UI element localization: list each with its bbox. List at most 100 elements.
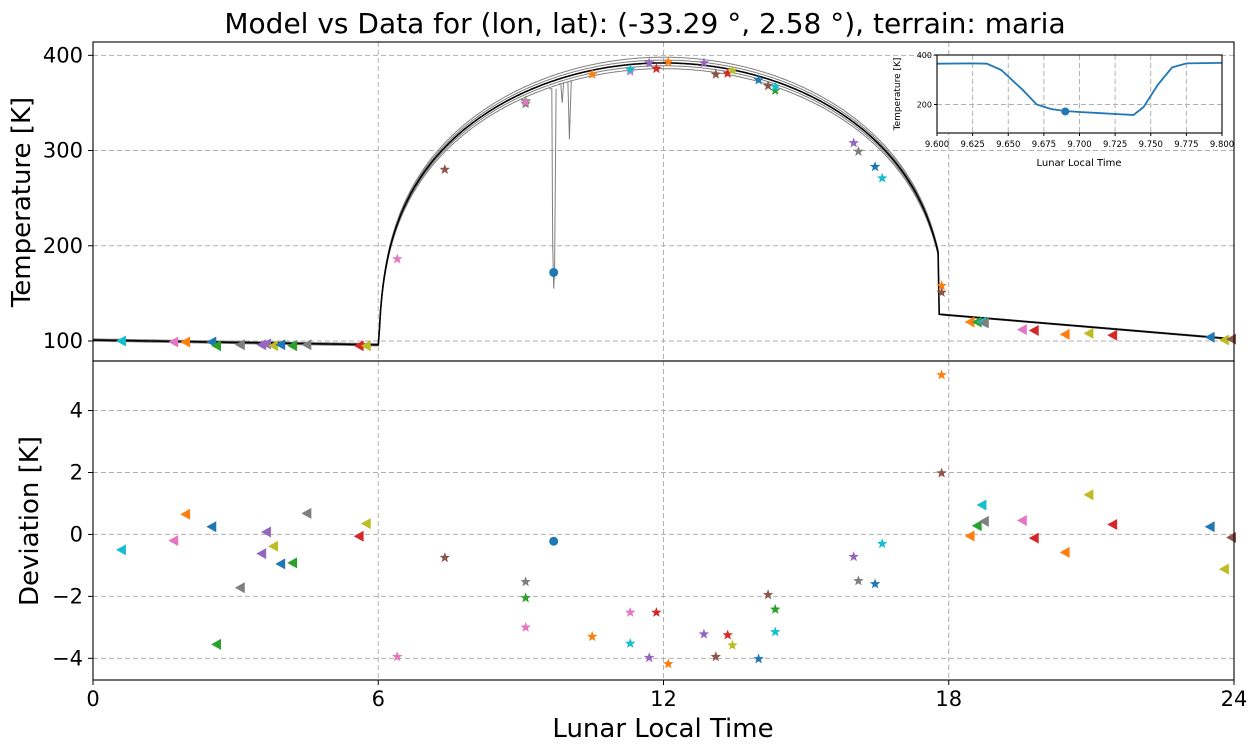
dev-ytick-label: 0	[70, 522, 83, 546]
observation-point	[698, 57, 710, 68]
observation-point	[1059, 328, 1070, 340]
observation-point	[722, 67, 733, 78]
deviation-point	[587, 631, 598, 642]
observation-point	[261, 338, 271, 350]
xtick-label: 12	[650, 687, 677, 711]
deviation-point	[301, 507, 312, 519]
deviation-point	[275, 558, 286, 570]
deviation-point	[644, 652, 655, 663]
deviation-point	[625, 638, 636, 648]
inset-xtick-label: 9.775	[1174, 140, 1198, 150]
deviation-point	[1059, 546, 1070, 558]
observation-point	[1083, 327, 1094, 339]
observation-point	[520, 96, 531, 107]
deviation-point	[520, 621, 531, 632]
deviation-point	[520, 592, 531, 603]
deviation-point	[869, 578, 881, 589]
observation-point	[301, 339, 312, 351]
xtick-label: 6	[372, 687, 385, 711]
inset-xtick-label: 9.650	[996, 140, 1020, 150]
observation-point	[625, 64, 636, 75]
deviation-point	[268, 540, 279, 552]
observation-point	[770, 81, 781, 92]
xtick-label: 24	[1221, 687, 1248, 711]
dev-axes-frame	[92, 360, 1235, 681]
deviation-point	[168, 535, 179, 547]
deviation-point	[936, 467, 947, 478]
observation-point	[353, 340, 364, 352]
deviation-point	[116, 544, 126, 556]
deviation-point	[234, 582, 245, 594]
inset-axes-frame	[936, 54, 1223, 134]
deviation-point	[853, 575, 864, 586]
observation-point	[710, 68, 721, 79]
inset-xtick-label: 9.800	[1210, 140, 1234, 150]
dip-line	[549, 88, 557, 289]
inset-ytick-label: 200	[917, 101, 932, 110]
chart-title: Model vs Data for (lon, lat): (-33.29 °,…	[224, 7, 1065, 40]
deviation-point	[848, 551, 859, 562]
inset-xtick-label: 9.750	[1139, 140, 1163, 150]
observation-point	[268, 340, 279, 352]
inset-ytick-label: 400	[917, 51, 932, 60]
deviation-point	[663, 658, 674, 669]
inset-curve	[936, 62, 1223, 116]
temp-ytick-label: 100	[43, 329, 83, 353]
deviation-point	[722, 629, 733, 640]
x-axis-label: Lunar Local Time	[552, 714, 773, 744]
observation-point	[651, 63, 662, 74]
deviation-point	[877, 538, 888, 549]
deviation-point	[287, 557, 298, 569]
observation-point	[853, 146, 864, 156]
inset-highlight-point	[1061, 107, 1070, 116]
observation-point	[116, 335, 126, 347]
deviation-point	[211, 638, 222, 650]
temp-ytick-label: 200	[43, 234, 83, 258]
dev-ytick-label: −2	[52, 584, 83, 608]
temp-ytick-label: 300	[43, 139, 83, 163]
xtick-label: 0	[86, 687, 99, 711]
deviation-point	[360, 518, 371, 530]
observation-point	[964, 316, 975, 328]
observation-point	[360, 340, 371, 352]
dev-ytick-label: −4	[52, 646, 83, 670]
dev-ytick-label: 4	[70, 399, 83, 423]
observation-point	[978, 317, 989, 329]
observation-point	[869, 161, 881, 172]
deviation-point	[392, 651, 403, 662]
dev-ytick-label: 2	[70, 460, 83, 484]
observation-point	[1204, 331, 1215, 343]
deviation-point	[261, 526, 271, 538]
observation-point	[180, 336, 191, 348]
inset-x-axis-label: Lunar Local Time	[1036, 158, 1121, 169]
observation-point	[1028, 325, 1039, 337]
deviation-point	[439, 552, 450, 563]
deviation-point	[206, 521, 217, 533]
observation-point	[392, 253, 403, 264]
inset-xtick-label: 9.725	[1103, 140, 1127, 150]
deviation-point	[762, 589, 774, 600]
xtick-label: 18	[935, 687, 962, 711]
observation-point	[877, 172, 888, 183]
deviation-point	[256, 548, 267, 560]
temperature-axis-label: Temperature [K]	[7, 97, 37, 308]
deviation-point	[710, 651, 721, 662]
observation-point	[644, 57, 655, 68]
deviation-point	[976, 499, 987, 511]
inset-y-axis-label: Temperature [K]	[893, 58, 903, 132]
inset-xtick-label: 9.700	[1067, 140, 1091, 150]
inset-xtick-label: 9.675	[1032, 140, 1056, 150]
deviation-point	[1028, 532, 1039, 544]
inset-xtick-label: 9.600	[925, 140, 949, 150]
deviation-point	[727, 639, 738, 650]
observation-point	[211, 340, 222, 352]
observation-point	[663, 56, 674, 67]
deviation-point	[651, 607, 662, 617]
observation-point	[762, 80, 774, 91]
deviation-point	[520, 576, 531, 587]
observation-point	[256, 339, 267, 351]
deviation-point	[936, 369, 947, 380]
observation-point	[168, 336, 179, 348]
